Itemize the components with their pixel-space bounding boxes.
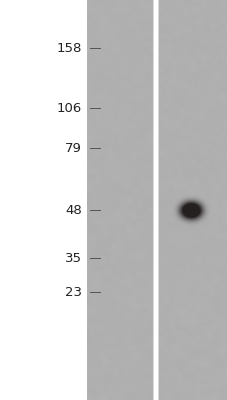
Text: 23: 23	[65, 286, 82, 298]
Text: 48: 48	[65, 204, 82, 216]
Text: 35: 35	[65, 252, 82, 264]
Text: 106: 106	[57, 102, 82, 114]
Text: 158: 158	[57, 42, 82, 54]
Text: 79: 79	[65, 142, 82, 154]
